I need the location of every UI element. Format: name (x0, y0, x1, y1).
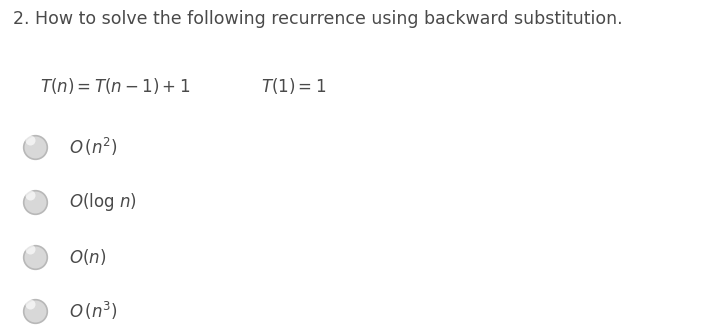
Text: $\mathit{O}\,(\mathit{n}^2)$: $\mathit{O}\,(\mathit{n}^2)$ (69, 136, 117, 158)
Text: 2. How to solve the following recurrence using backward substitution.: 2. How to solve the following recurrence… (13, 10, 623, 28)
Text: $\mathit{O}(\log\,\mathit{n})$: $\mathit{O}(\log\,\mathit{n})$ (69, 191, 137, 213)
Text: $\mathit{O}\,(\mathit{n}^3)$: $\mathit{O}\,(\mathit{n}^3)$ (69, 300, 117, 322)
Text: $\mathit{O}(\mathit{n})$: $\mathit{O}(\mathit{n})$ (69, 247, 106, 266)
Text: $\mathit{T}(\mathit{n}) = \mathit{T}(\mathit{n}-1)+1$: $\mathit{T}(\mathit{n}) = \mathit{T}(\ma… (40, 76, 190, 96)
Text: $\mathit{T}(1) = 1$: $\mathit{T}(1) = 1$ (261, 76, 326, 96)
